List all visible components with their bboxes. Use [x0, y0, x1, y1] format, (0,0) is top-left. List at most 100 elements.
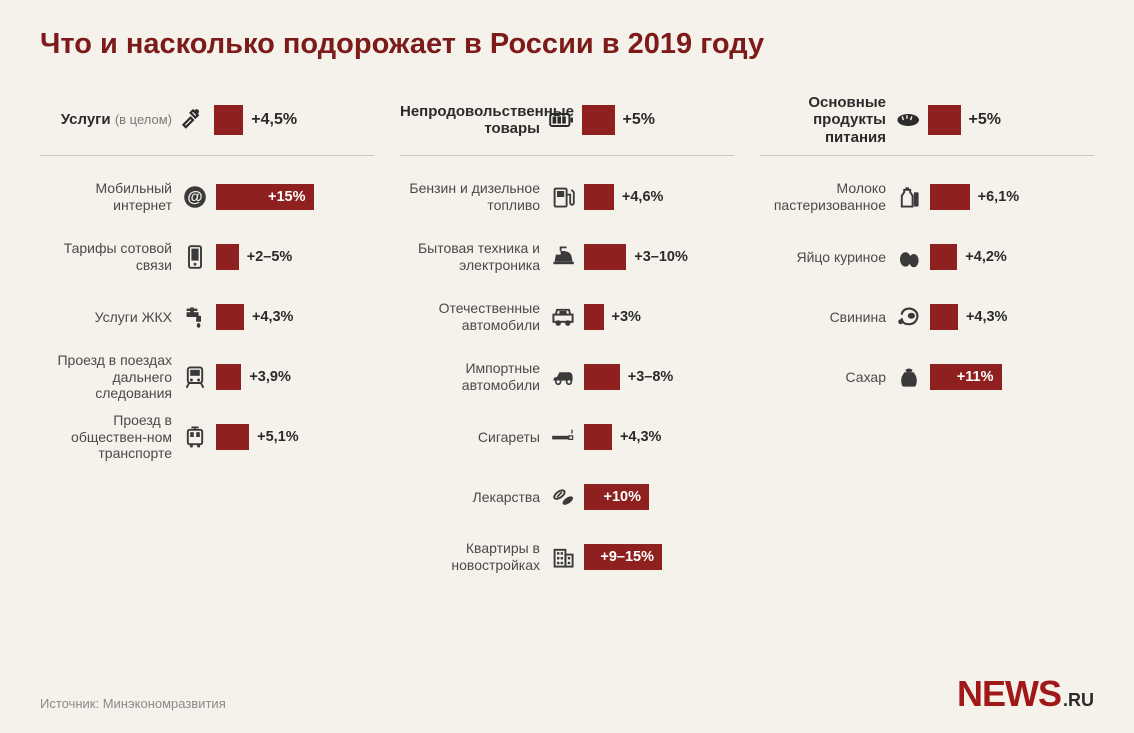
- item-label: Тарифы сотовой связи: [40, 240, 172, 274]
- header-value: +5%: [969, 111, 1001, 129]
- item-bar: +11%: [930, 364, 1002, 390]
- bar-fill: +10%: [584, 484, 649, 510]
- jeep-icon: [546, 305, 580, 329]
- item-bar: +3,9%: [216, 364, 291, 390]
- column-header: Непродовольственные товары+5%: [400, 99, 734, 141]
- item-value: +3%: [612, 309, 641, 325]
- item-bar: +4,3%: [216, 304, 293, 330]
- item-bar: +3%: [584, 304, 641, 330]
- column: Услуги (в целом) +4,5% Мобильный интернет +…: [40, 99, 374, 598]
- item-bar: +15%: [216, 184, 314, 210]
- milk-icon: [892, 185, 926, 209]
- item-label: Отечественные автомобили: [400, 300, 540, 334]
- item-value: +15%: [268, 189, 306, 205]
- fuel-icon: [546, 185, 580, 209]
- item-label: Услуги ЖКХ: [40, 309, 172, 326]
- item-value: +2–5%: [247, 249, 293, 265]
- item-label: Проезд в обществен-ном транспорте: [40, 412, 172, 462]
- item-label: Яйцо куриное: [760, 249, 886, 266]
- item-row: Импортные автомобили +3–8%: [400, 358, 734, 396]
- item-label: Свинина: [760, 309, 886, 326]
- bar-fill: [216, 424, 249, 450]
- item-bar: +6,1%: [930, 184, 1019, 210]
- item-value: +3–10%: [634, 249, 688, 265]
- item-value: +10%: [604, 489, 642, 505]
- logo-main: NEWS: [957, 673, 1061, 715]
- header-label: Основные продукты питания: [760, 94, 886, 146]
- item-row: Тарифы сотовой связи +2–5%: [40, 238, 374, 276]
- logo: NEWS .RU: [957, 673, 1094, 715]
- item-row: Мобильный интернет +15%: [40, 178, 374, 216]
- item-row: Отечественные автомобили +3%: [400, 298, 734, 336]
- item-row: Проезд в обществен-ном транспорте+5,1%: [40, 418, 374, 456]
- item-value: +4,3%: [252, 309, 294, 325]
- item-label: Бытовая техника и электроника: [400, 240, 540, 274]
- item-value: +11%: [957, 369, 994, 385]
- item-row: Лекарства +10%: [400, 478, 734, 516]
- bar-fill: [584, 184, 614, 210]
- car-icon: [546, 365, 580, 389]
- bar-fill: [930, 184, 970, 210]
- item-row: Бензин и дизельное топливо+4,6%: [400, 178, 734, 216]
- cigarette-icon: [546, 425, 580, 449]
- divider: [40, 155, 374, 156]
- item-bar: +4,6%: [584, 184, 663, 210]
- bar-fill: [216, 304, 244, 330]
- header-value: +4,5%: [251, 111, 297, 129]
- item-label: Мобильный интернет: [40, 180, 172, 214]
- item-value: +4,3%: [966, 309, 1008, 325]
- item-row: Бытовая техника и электроника +3–10%: [400, 238, 734, 276]
- header-bar: [582, 105, 615, 135]
- source-text: Источник: Минэкономразвития: [40, 696, 226, 711]
- item-value: +4,3%: [620, 429, 662, 445]
- bar-fill: +15%: [216, 184, 314, 210]
- item-label: Сахар: [760, 369, 886, 386]
- bar-fill: [584, 424, 612, 450]
- train-icon: [178, 365, 212, 389]
- item-row: Проезд в поездах дальнего следования+3,9…: [40, 358, 374, 396]
- item-label: Импортные автомобили: [400, 360, 540, 394]
- item-label: Квартиры в новостройках: [400, 540, 540, 574]
- item-value: +9–15%: [600, 549, 654, 565]
- bar-fill: [584, 304, 604, 330]
- bar-fill: [584, 244, 626, 270]
- faucet-icon: [178, 305, 212, 329]
- column: Непродовольственные товары+5% Бензин и ди…: [400, 99, 734, 598]
- item-bar: +3–8%: [584, 364, 673, 390]
- item-bar: +3–10%: [584, 244, 688, 270]
- bar-fill: [216, 364, 241, 390]
- page-title: Что и насколько подорожает в России в 20…: [40, 28, 1094, 61]
- item-row: Услуги ЖКХ +4,3%: [40, 298, 374, 336]
- item-row: Сахар +11%: [760, 358, 1094, 396]
- bar-fill: [930, 244, 957, 270]
- columns-container: Услуги (в целом) +4,5% Мобильный интернет +…: [40, 99, 1094, 598]
- item-bar: +4,2%: [930, 244, 1007, 270]
- header-label: Услуги (в целом): [40, 111, 172, 128]
- bar-fill: [930, 304, 958, 330]
- iron-icon: [546, 245, 580, 269]
- bread-icon: [892, 108, 922, 132]
- header-bar: [928, 105, 961, 135]
- tram-icon: [178, 425, 212, 449]
- item-bar: +4,3%: [930, 304, 1007, 330]
- bar-fill: +11%: [930, 364, 1002, 390]
- item-bar: +9–15%: [584, 544, 662, 570]
- bar-fill: [216, 244, 239, 270]
- column-header: Основные продукты питания+5%: [760, 99, 1094, 141]
- header-label: Непродовольственные товары: [400, 103, 540, 138]
- item-row: Яйцо куриное +4,2%: [760, 238, 1094, 276]
- item-row: Квартиры в новостройках +9–15%: [400, 538, 734, 576]
- column: Основные продукты питания+5% Молоко пасте…: [760, 99, 1094, 598]
- item-label: Лекарства: [400, 489, 540, 506]
- sack-icon: [892, 365, 926, 389]
- item-value: +3–8%: [628, 369, 674, 385]
- item-bar: +10%: [584, 484, 649, 510]
- divider: [760, 155, 1094, 156]
- item-bar: +2–5%: [216, 244, 292, 270]
- meat-icon: [892, 305, 926, 329]
- eggs-icon: [892, 245, 926, 269]
- item-bar: +4,3%: [584, 424, 661, 450]
- bar-fill: +9–15%: [584, 544, 662, 570]
- divider: [400, 155, 734, 156]
- item-row: Молоко пастеризованное+6,1%: [760, 178, 1094, 216]
